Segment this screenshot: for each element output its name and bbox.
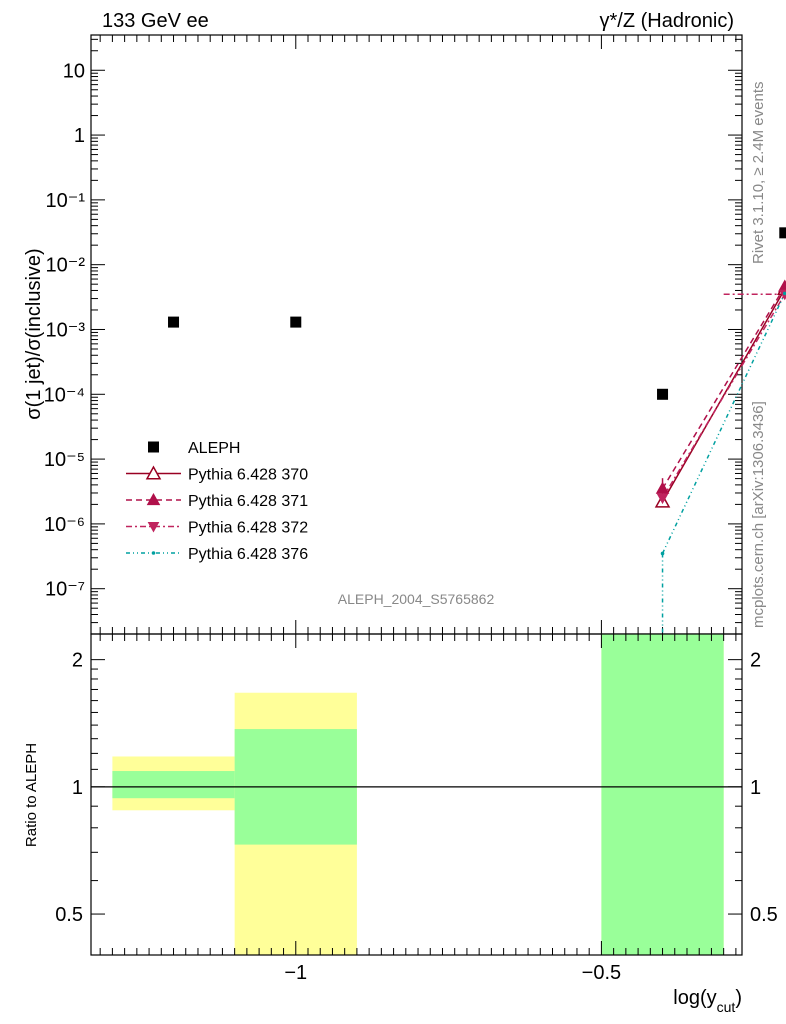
legend-label: Pythia 6.428 372: [188, 520, 308, 537]
series-line-4: [661, 293, 786, 554]
pythia371-point: [778, 279, 786, 292]
aleph-point: [779, 227, 786, 239]
ratio-y-tick-label: 0.5: [55, 904, 83, 926]
y-tick-label: 10⁻¹: [46, 190, 86, 212]
pythia371-point: [655, 481, 670, 494]
mcplots-label: mcplots.cern.ch [arXiv:1306.3436]: [750, 401, 767, 628]
x-tick-label: −0.5: [582, 962, 621, 984]
x-tick-label: −1: [284, 962, 307, 984]
main-frame: [90, 34, 743, 635]
analysis-tag: ALEPH_2004_S5765862: [338, 591, 495, 607]
ratio-y-tick-label-right: 2: [750, 650, 761, 672]
xlabel: log(ycut): [673, 987, 742, 1015]
ratio-y-tick-label: 1: [72, 777, 83, 799]
y-tick-label: 10⁻⁴: [44, 384, 85, 406]
legend-label: Pythia 6.428 371: [188, 493, 308, 510]
aleph-point: [168, 316, 180, 328]
process-title: γ*/Z (Hadronic): [600, 10, 734, 32]
ratio-y-tick-label-right: 1: [750, 777, 761, 799]
legend-marker-371: [146, 492, 161, 506]
legend-label: Pythia 6.428 370: [188, 467, 308, 484]
pythia376-point: [660, 551, 665, 556]
series-line-3: [661, 293, 786, 499]
y-tick-label: 10⁻²: [46, 255, 86, 277]
legend-label: Pythia 6.428 376: [188, 546, 308, 563]
legend-marker-376: [151, 551, 156, 555]
legend-marker-372: [147, 522, 160, 533]
rivet-label: Rivet 3.1.10, ≥ 2.4M events: [750, 82, 767, 265]
energy-title: 133 GeV ee: [102, 10, 209, 32]
aleph-point: [290, 316, 302, 328]
y-tick-label: 10⁻³: [46, 319, 86, 341]
main-ylabel: σ(1 jet)/σ(inclusive): [23, 248, 45, 419]
main-panel: 10⁻⁷ 10⁻⁶ 10⁻⁵ 10⁻⁴ 10⁻³ 10⁻² 10⁻¹ 1 10 ALEPH Pyth…: [44, 34, 786, 635]
y-tick-label: 1: [74, 125, 85, 147]
y-tick-label: 10: [63, 60, 85, 82]
y-tick-label: 10⁻⁷: [45, 579, 85, 601]
ratio-band-inner: [601, 634, 724, 955]
legend-label: ALEPH: [188, 440, 240, 457]
pythia372-point: [656, 493, 669, 505]
aleph-point: [657, 388, 669, 400]
y-tick-label: 10⁻⁶: [44, 514, 85, 536]
ratio-y-tick-label: 2: [72, 650, 83, 672]
ratio-panel: −1 −0.5 0.5 0.5 1 1 2 2: [55, 633, 778, 984]
ratio-band-inner: [112, 771, 235, 799]
legend-marker-aleph: [148, 441, 159, 453]
ratio-frame: [90, 633, 743, 956]
pythia376-point: [782, 291, 786, 296]
y-tick-label: 10⁻⁵: [44, 449, 85, 471]
ratio-ylabel: Ratio to ALEPH: [23, 743, 40, 847]
legend-marker-370: [145, 465, 162, 480]
series-line-1: [661, 288, 786, 503]
ratio-y-tick-label-right: 0.5: [750, 904, 778, 926]
